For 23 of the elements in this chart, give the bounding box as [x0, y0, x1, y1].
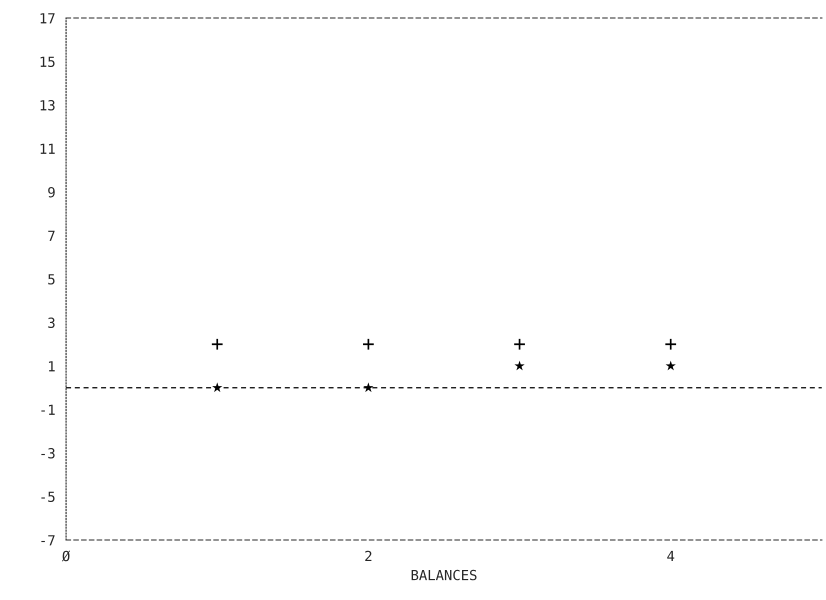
y-tick-label: -3 [41, 448, 55, 459]
y-tick-label: 5 [48, 274, 55, 285]
y-tick-label: 17 [40, 13, 55, 24]
point [666, 360, 676, 370]
point [513, 338, 526, 350]
point [514, 360, 525, 370]
x-tick-label: 2 [365, 550, 372, 562]
point [664, 338, 677, 350]
x-tick-label: Ø [62, 550, 70, 562]
x-axis-title: BALANCES [412, 570, 477, 580]
x-tick-label: 4 [667, 550, 674, 562]
y-tick-label: -5 [41, 492, 55, 502]
y-tick-label: -1 [41, 404, 55, 415]
point [362, 338, 375, 350]
y-tick-label: 15 [40, 56, 55, 68]
y-tick-label: 7 [48, 230, 55, 241]
y-tick-label: 1 [48, 361, 55, 372]
y-tick-label: 3 [48, 318, 55, 328]
y-tick-label: 13 [40, 100, 55, 111]
y-tick-label: -7 [41, 535, 55, 546]
y-tick-label: 9 [48, 187, 55, 198]
y-tick-label: 11 [40, 144, 55, 154]
point [211, 338, 224, 350]
